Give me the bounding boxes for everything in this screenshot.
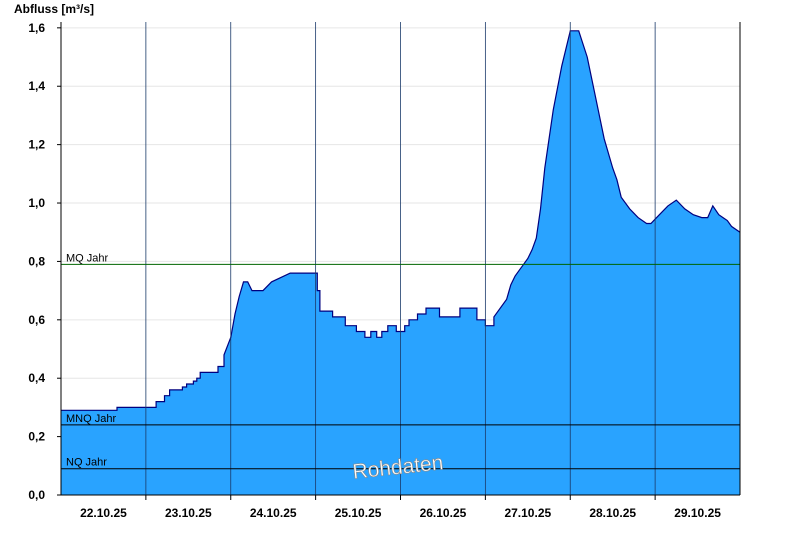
day-dividers bbox=[145, 22, 656, 495]
y-tick-label: 0,0 bbox=[28, 488, 45, 502]
y-axis-label: Abfluss [m³/s] bbox=[14, 2, 94, 16]
x-tick-label: 23.10.25 bbox=[165, 506, 212, 520]
y-tick-label: 0,2 bbox=[28, 430, 45, 444]
axes: 0,0 0,2 0,4 0,6 0,8 1,0 1,2 1,4 1,6 22.10.25 23.10… bbox=[28, 21, 741, 520]
y-tick-label: 1,6 bbox=[28, 21, 45, 35]
discharge-line bbox=[61, 30, 741, 411]
y-tick-label: 1,0 bbox=[28, 196, 45, 210]
y-tick-label: 0,8 bbox=[28, 254, 45, 268]
x-tick-label: 27.10.25 bbox=[504, 506, 551, 520]
y-tick-label: 1,4 bbox=[28, 79, 45, 93]
x-tick-label: 25.10.25 bbox=[335, 506, 382, 520]
reference-label: NQ Jahr bbox=[66, 457, 107, 469]
y-tick-label: 0,6 bbox=[28, 313, 45, 327]
reference-lines: MQ Jahr MNQ Jahr NQ Jahr bbox=[61, 252, 740, 470]
reference-label: MQ Jahr bbox=[66, 252, 109, 264]
y-tick-label: 0,4 bbox=[28, 371, 45, 385]
x-tick-label: 28.10.25 bbox=[589, 506, 636, 520]
x-tick-label: 24.10.25 bbox=[250, 506, 297, 520]
x-tick-label: 29.10.25 bbox=[674, 506, 721, 520]
reference-label: MNQ Jahr bbox=[66, 413, 116, 425]
x-tick-label: 22.10.25 bbox=[80, 506, 127, 520]
y-tick-label: 1,2 bbox=[28, 138, 45, 152]
x-tick-label: 26.10.25 bbox=[420, 506, 467, 520]
